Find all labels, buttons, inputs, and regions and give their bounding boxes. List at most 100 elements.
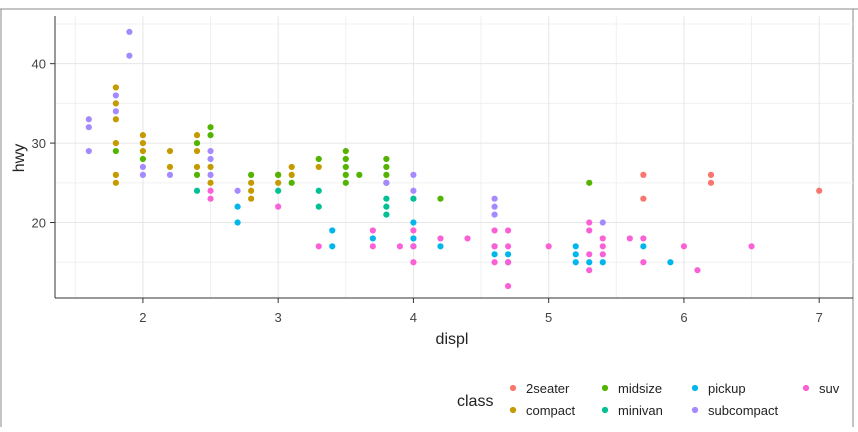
point-suv: [599, 235, 606, 242]
point-suv: [640, 235, 647, 242]
point-suv: [396, 243, 403, 250]
point-minivan: [383, 203, 390, 210]
legend-key-pickup: [691, 384, 699, 392]
point-2seater: [707, 171, 715, 178]
point-compact: [288, 171, 295, 178]
x-axis-label: displ: [436, 331, 469, 348]
point-compact: [207, 163, 214, 171]
point-pickup: [572, 251, 579, 258]
point-compact: [139, 147, 147, 155]
point-subcompact: [126, 28, 133, 35]
point-subcompact: [85, 124, 92, 131]
point-pickup: [572, 259, 579, 266]
point-suv: [694, 267, 701, 274]
point-subcompact: [85, 147, 92, 155]
y-axis-label: hwy: [11, 144, 28, 172]
point-subcompact: [491, 211, 498, 218]
point-2seater: [640, 195, 647, 202]
point-midsize: [193, 139, 201, 147]
point-subcompact: [126, 52, 133, 59]
point-minivan: [315, 203, 322, 210]
point-midsize: [342, 147, 349, 155]
point-suv: [491, 243, 498, 250]
point-subcompact: [166, 171, 174, 178]
point-suv: [586, 219, 593, 226]
legend-item-2seater: 2seater: [509, 381, 570, 396]
legend-item-pickup: pickup: [691, 381, 746, 396]
point-compact: [112, 116, 119, 123]
axes: 2 3 4 5 6 7 20 30 40: [32, 16, 853, 325]
point-suv: [680, 243, 688, 250]
point-suv: [505, 259, 512, 266]
point-compact: [315, 163, 322, 171]
point-pickup: [599, 259, 606, 266]
point-minivan: [315, 187, 322, 194]
point-subcompact: [207, 171, 214, 178]
point-suv: [586, 267, 593, 274]
x-tick-label: 7: [816, 310, 823, 325]
point-compact: [112, 100, 119, 107]
point-midsize: [356, 171, 363, 178]
point-midsize: [275, 171, 282, 178]
point-subcompact: [410, 171, 417, 178]
point-subcompact: [491, 195, 498, 202]
point-midsize: [288, 179, 295, 186]
point-suv: [369, 243, 376, 250]
point-suv: [437, 235, 444, 242]
point-pickup: [505, 251, 512, 258]
point-midsize: [248, 171, 255, 178]
point-midsize: [139, 155, 147, 163]
x-tick-label: 6: [680, 310, 687, 325]
point-suv: [505, 282, 512, 290]
point-compact: [207, 179, 214, 186]
point-minivan: [275, 187, 282, 194]
point-subcompact: [207, 147, 214, 155]
point-subcompact: [139, 163, 147, 171]
point-suv: [626, 235, 633, 242]
legend-key-subcompact: [691, 406, 699, 414]
legend: class 2seater compact midsize minivan pickup…: [457, 381, 840, 418]
point-compact: [275, 179, 282, 186]
grid: [55, 16, 853, 298]
y-tick-label: 40: [32, 57, 46, 72]
point-compact: [139, 139, 147, 147]
point-suv: [410, 243, 417, 250]
x-tick-label: 5: [545, 310, 552, 325]
point-suv: [505, 243, 512, 250]
legend-item-minivan: minivan: [601, 403, 663, 418]
point-midsize: [383, 155, 390, 163]
point-subcompact: [491, 203, 498, 210]
point-compact: [166, 147, 174, 155]
point-pickup: [410, 235, 417, 242]
point-midsize: [207, 132, 214, 139]
legend-label: minivan: [618, 403, 663, 418]
point-suv: [410, 227, 417, 234]
legend-label: suv: [819, 381, 840, 396]
point-compact: [288, 163, 295, 171]
point-pickup: [234, 203, 241, 210]
legend-key-midsize: [601, 384, 609, 392]
legend-key-2seater: [509, 384, 517, 392]
legend-item-suv: suv: [802, 381, 840, 396]
point-suv: [207, 187, 214, 194]
point-minivan: [383, 211, 390, 218]
point-compact: [112, 179, 119, 186]
point-compact: [139, 132, 147, 139]
legend-key-suv: [802, 384, 810, 392]
x-tick-label: 4: [410, 310, 417, 325]
legend-item-subcompact: subcompact: [691, 403, 778, 418]
point-midsize: [342, 179, 349, 186]
point-pickup: [234, 219, 241, 226]
legend-key-compact: [509, 406, 517, 414]
point-minivan: [410, 195, 417, 202]
point-compact: [112, 139, 119, 147]
point-midsize: [193, 171, 201, 178]
legend-item-midsize: midsize: [601, 381, 662, 396]
point-pickup: [369, 235, 376, 242]
point-pickup: [586, 259, 593, 266]
legend-label: compact: [526, 403, 576, 418]
point-pickup: [667, 259, 674, 266]
point-suv: [748, 243, 755, 250]
